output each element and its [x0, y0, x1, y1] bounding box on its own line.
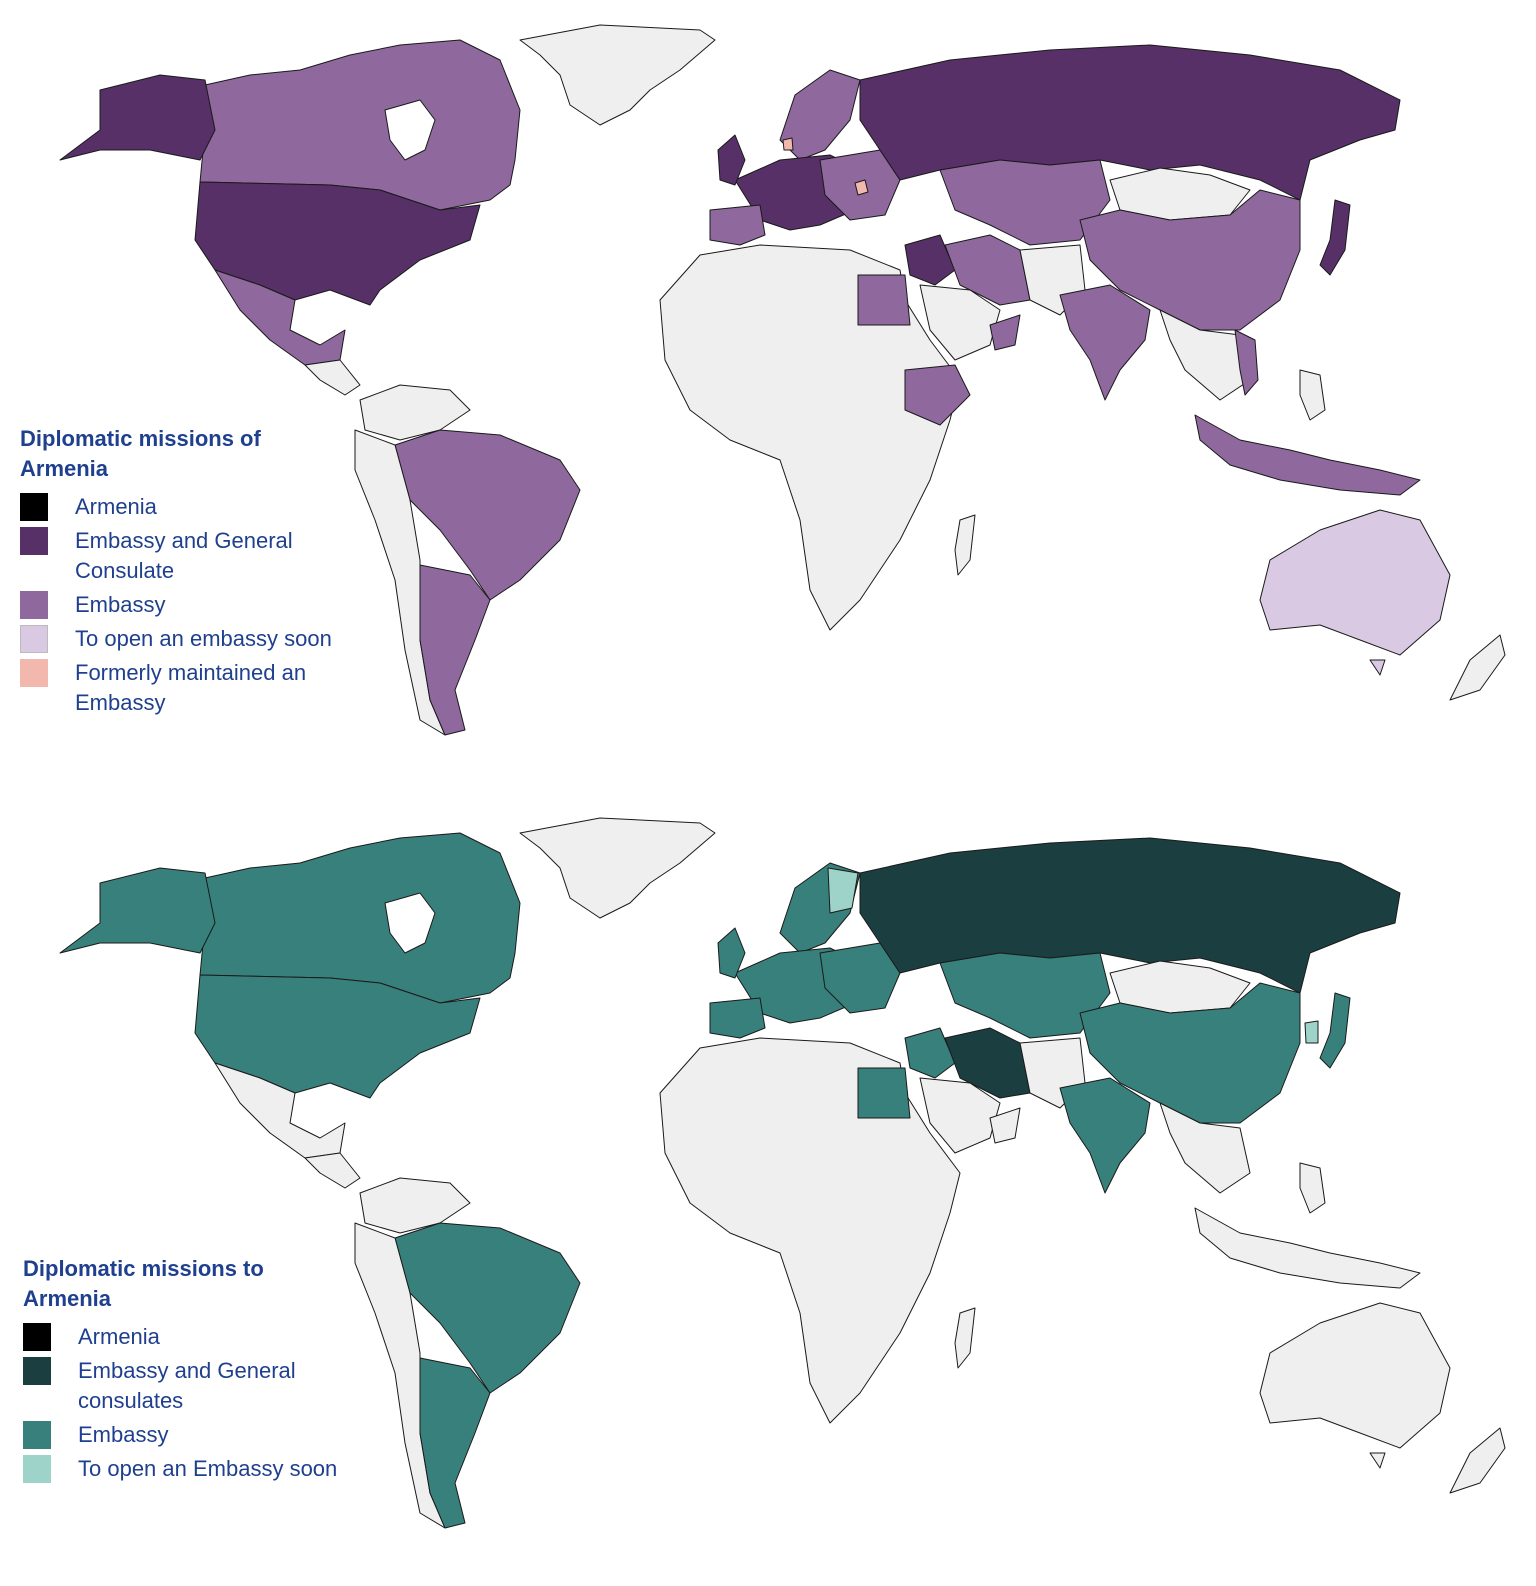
region-levant-iraq: [904, 1027, 956, 1079]
legend-swatch: [20, 591, 48, 619]
region-southeast-asia: [1159, 309, 1251, 401]
map-panel-missions-of-armenia: Diplomatic missions of Armenia Armenia E…: [20, 24, 1506, 736]
legend-swatch: [23, 1421, 51, 1449]
region-alaska: [59, 867, 216, 954]
legend-label: To open an Embassy soon: [78, 1456, 338, 1481]
region-africa: [659, 1037, 961, 1424]
region-australia: [1259, 1302, 1451, 1449]
region-new-zealand: [1449, 1427, 1506, 1494]
legend-label: Embassy and General consulates: [78, 1358, 296, 1413]
region-tasmania: [1369, 1452, 1386, 1469]
legend-swatch: [20, 625, 48, 653]
region-philippines: [1299, 1162, 1326, 1214]
region-arabia: [919, 1077, 1001, 1154]
region-brazil: [394, 429, 581, 601]
region-uae-oman: [989, 314, 1021, 351]
region-greenland: [519, 24, 716, 126]
region-china: [1079, 982, 1301, 1124]
region-colombia-venezuela: [359, 384, 471, 441]
legend-swatch: [23, 1323, 51, 1351]
region-central-america: [304, 359, 361, 396]
legend-swatch: [23, 1357, 51, 1385]
region-mexico: [214, 1062, 346, 1159]
region-uk: [717, 134, 746, 186]
legend-label: Formerly maintained an Embassy: [75, 660, 307, 715]
region-madagascar: [954, 514, 976, 576]
region-alaska: [59, 74, 216, 161]
region-australia: [1259, 509, 1451, 656]
region-philippines: [1299, 369, 1326, 421]
region-india: [1059, 284, 1151, 401]
region-egypt: [857, 1067, 911, 1119]
world-map-missions-of: [59, 24, 1506, 736]
region-iberia: [709, 997, 766, 1039]
region-egypt: [857, 274, 911, 326]
region-uk: [717, 927, 746, 979]
region-indonesia: [1194, 1207, 1421, 1289]
legend-label: Armenia: [75, 494, 157, 519]
region-indonesia: [1194, 414, 1421, 496]
legend-item-armenia: Armenia: [23, 1322, 338, 1352]
legend-label: To open an embassy soon: [75, 626, 332, 651]
region-southeast-asia: [1159, 1102, 1251, 1194]
region-hudson-bay: [384, 892, 436, 954]
legend-item-embassy-general-consulate: Embassy and General Consulate: [20, 526, 335, 586]
region-iberia: [709, 204, 766, 246]
legend-item-to-open-soon: To open an embassy soon: [20, 624, 335, 654]
region-russia: [859, 837, 1401, 994]
legend-title: Diplomatic missions to Armenia: [23, 1256, 264, 1311]
legend-label: Embassy: [78, 1422, 169, 1447]
legend-item-embassy: Embassy: [20, 590, 335, 620]
legend-item-embassy: Embassy: [23, 1420, 338, 1450]
region-argentina: [419, 564, 491, 736]
region-india: [1059, 1077, 1151, 1194]
region-uae-oman: [989, 1107, 1021, 1144]
legend-missions-to-armenia: Diplomatic missions to Armenia Armenia E…: [23, 1254, 338, 1488]
region-finland-soon: [827, 867, 859, 914]
region-new-zealand: [1449, 634, 1506, 701]
region-vietnam: [1234, 329, 1259, 396]
legend-item-to-open-soon: To open an Embassy soon: [23, 1454, 338, 1484]
region-hudson-bay: [384, 99, 436, 161]
legend-swatch: [20, 659, 48, 687]
region-korea-soon: [1304, 1020, 1319, 1044]
legend-label: Embassy: [75, 592, 166, 617]
region-ukraine-former: [854, 179, 869, 196]
region-argentina: [419, 1357, 491, 1529]
region-japan: [1319, 992, 1351, 1069]
legend-swatch: [23, 1455, 51, 1483]
legend-swatch: [20, 493, 48, 521]
region-mexico: [214, 269, 346, 366]
legend-item-armenia: Armenia: [20, 492, 335, 522]
region-greenland: [519, 817, 716, 919]
region-levant-iraq: [904, 234, 956, 286]
legend-missions-of-armenia: Diplomatic missions of Armenia Armenia E…: [20, 424, 335, 722]
region-africa: [659, 244, 961, 631]
legend-label: Armenia: [78, 1324, 160, 1349]
region-brazil: [394, 1222, 581, 1394]
region-denmark-former: [782, 137, 794, 151]
legend-title: Diplomatic missions of Armenia: [20, 426, 261, 481]
region-central-america: [304, 1152, 361, 1189]
legend-swatch: [20, 527, 48, 555]
region-arabia: [919, 284, 1001, 361]
region-ethiopia: [904, 364, 971, 426]
region-tasmania: [1369, 659, 1386, 676]
region-madagascar: [954, 1307, 976, 1369]
legend-label: Embassy and General Consulate: [75, 528, 293, 583]
region-russia: [859, 44, 1401, 201]
map-panel-missions-to-armenia: Diplomatic missions to Armenia Armenia E…: [0, 793, 1536, 1586]
world-map-missions-to: [59, 817, 1506, 1529]
legend-item-embassy-general-consulates: Embassy and General consulates: [23, 1356, 338, 1416]
region-japan: [1319, 199, 1351, 276]
legend-item-formerly-maintained: Formerly maintained an Embassy: [20, 658, 335, 718]
region-colombia-venezuela: [359, 1177, 471, 1234]
region-china: [1079, 189, 1301, 331]
